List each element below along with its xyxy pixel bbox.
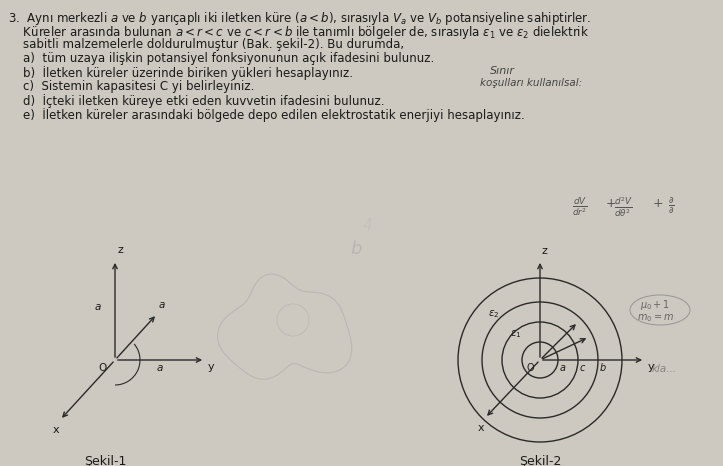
Text: Sınır: Sınır: [490, 66, 515, 76]
Text: d)  İçteki iletken küreye etki eden kuvvetin ifadesini bulunuz.: d) İçteki iletken küreye etki eden kuvve…: [8, 94, 385, 108]
Text: O: O: [526, 363, 534, 373]
Text: a)  tüm uzaya ilişkin potansiyel fonksiyonunun açık ifadesini bulunuz.: a) tüm uzaya ilişkin potansiyel fonksiyo…: [8, 52, 435, 65]
Text: e)  İletken küreler arasındaki bölgede depo edilen elektrostatik enerjiyi hesapl: e) İletken küreler arasındaki bölgede de…: [8, 108, 525, 122]
Text: b: b: [350, 240, 362, 258]
Text: z: z: [542, 246, 548, 256]
Text: c)  Sistemin kapasitesi C yi belirleyiniz.: c) Sistemin kapasitesi C yi belirleyiniz…: [8, 80, 254, 93]
Text: 4: 4: [363, 218, 373, 233]
Text: Şekil-2: Şekil-2: [519, 455, 561, 466]
Text: kla...: kla...: [652, 364, 677, 374]
Text: b)  İletken küreler üzerinde biriken yükleri hesaplayınız.: b) İletken küreler üzerinde biriken yükl…: [8, 66, 353, 80]
Text: $\varepsilon_1$: $\varepsilon_1$: [510, 328, 521, 340]
Text: $m_0 = m$: $m_0 = m$: [636, 312, 673, 324]
Text: Şekil-1: Şekil-1: [84, 455, 127, 466]
Text: sabitli malzemelerle doldurulmuştur (Bak. şekil-2). Bu durumda,: sabitli malzemelerle doldurulmuştur (Bak…: [8, 38, 404, 51]
Text: $\frac{d^2V}{d\theta^2}$: $\frac{d^2V}{d\theta^2}$: [614, 195, 633, 219]
Text: $+$: $+$: [605, 197, 616, 210]
Text: $\mu_0 + 1$: $\mu_0 + 1$: [640, 298, 670, 312]
Text: $\frac{dV}{dr^2}$: $\frac{dV}{dr^2}$: [572, 195, 588, 218]
Text: y: y: [208, 362, 215, 372]
Text: b: b: [600, 363, 607, 373]
Text: y: y: [648, 362, 654, 372]
Text: x: x: [53, 425, 59, 435]
Text: O: O: [99, 363, 107, 373]
Text: x: x: [478, 423, 484, 433]
Text: a: a: [560, 363, 566, 373]
Text: koşulları kullanılsal:: koşulları kullanılsal:: [480, 78, 582, 88]
Text: Küreler arasında bulunan $a<r<c$ ve $c<r<b$ ile tanımlı bölgeler de, sırasıyla $: Küreler arasında bulunan $a<r<c$ ve $c<r…: [8, 24, 589, 41]
Text: a: a: [157, 363, 163, 373]
Text: 3.  Aynı merkezli $a$ ve $b$ yarıçaplı iki iletken küre $(a<b)$, sırasıyla $V_a$: 3. Aynı merkezli $a$ ve $b$ yarıçaplı ik…: [8, 10, 591, 27]
Text: c: c: [580, 363, 586, 373]
Text: z: z: [117, 245, 123, 255]
Text: $\frac{\partial}{\partial}$: $\frac{\partial}{\partial}$: [668, 195, 675, 215]
Text: $\varepsilon_2$: $\varepsilon_2$: [488, 308, 500, 320]
Text: a: a: [95, 302, 101, 312]
Text: a: a: [159, 300, 166, 310]
Text: $+$: $+$: [652, 197, 663, 210]
